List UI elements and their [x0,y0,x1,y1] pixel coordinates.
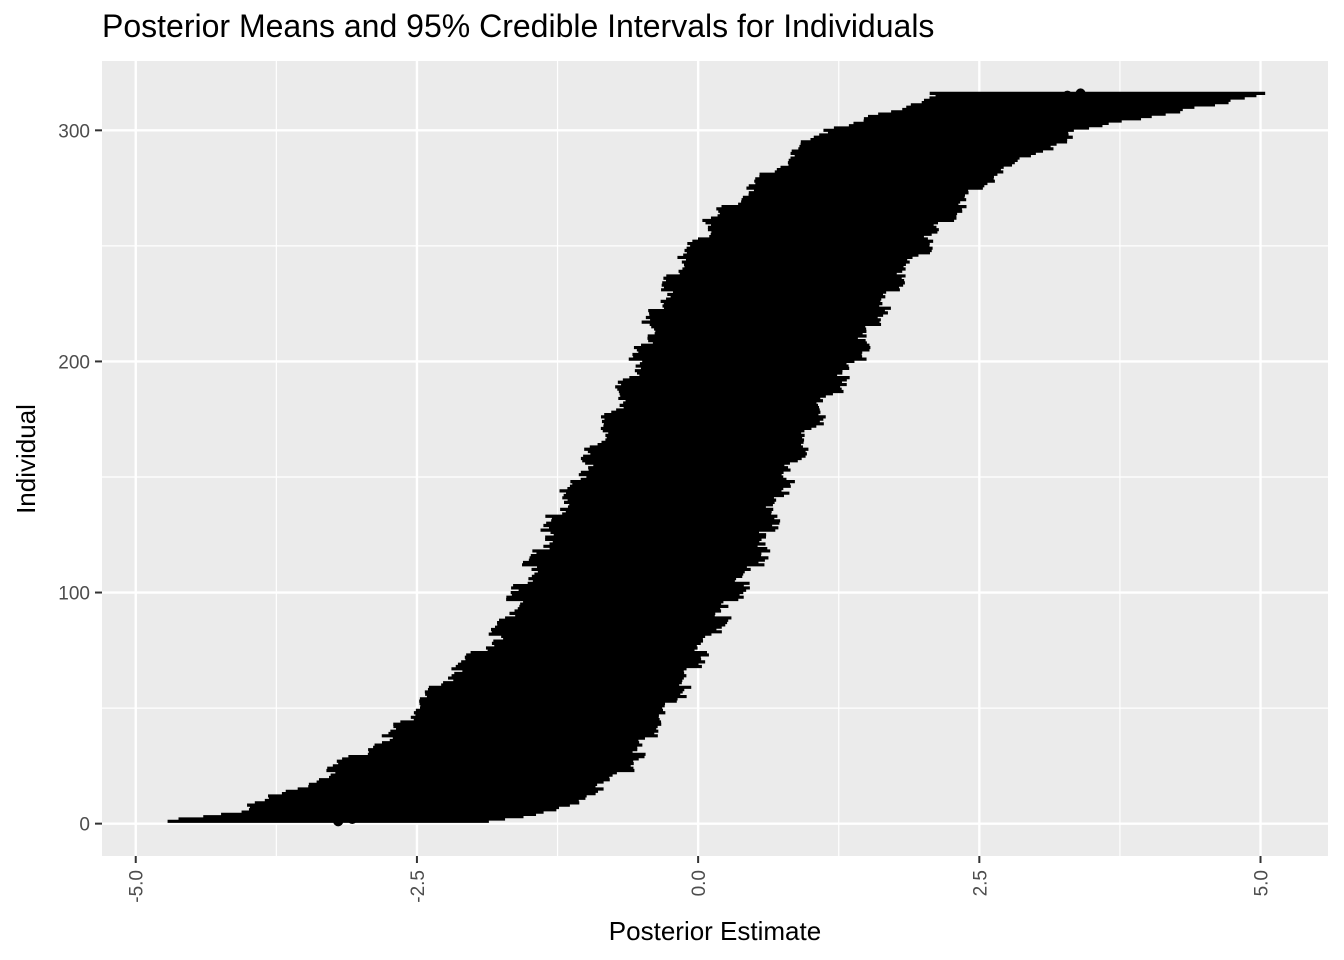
mean-point [1075,88,1086,99]
chart-title: Posterior Means and 95% Credible Interva… [102,8,935,44]
y-tick-label: 0 [79,815,90,836]
mean-point [347,814,358,825]
x-tick-label: -5.0 [127,870,148,903]
mean-point [375,809,386,820]
x-tick-label: 5.0 [1252,870,1273,896]
mean-point [333,816,344,827]
mean-point [1009,99,1020,110]
mean-point [1062,90,1073,101]
y-axis-title: Individual [11,404,41,514]
interval-bars [167,91,1266,823]
y-tick-label: 200 [58,352,90,373]
mean-point [1049,92,1060,103]
mean-point [361,811,372,822]
mean-points [333,88,1086,827]
mean-point [996,102,1007,113]
x-tick-label: 0.0 [689,870,710,896]
axes: -5.0 -2.5 0.0 2.5 5.0 0 100 200 300 [58,121,1272,902]
y-tick-label: 100 [58,584,90,605]
x-axis-title: Posterior Estimate [609,916,821,946]
mean-point [1023,97,1034,108]
mean-point [1036,95,1047,106]
x-tick-label: -2.5 [408,870,429,903]
x-tick-label: 2.5 [970,870,991,896]
y-tick-label: 300 [58,121,90,142]
